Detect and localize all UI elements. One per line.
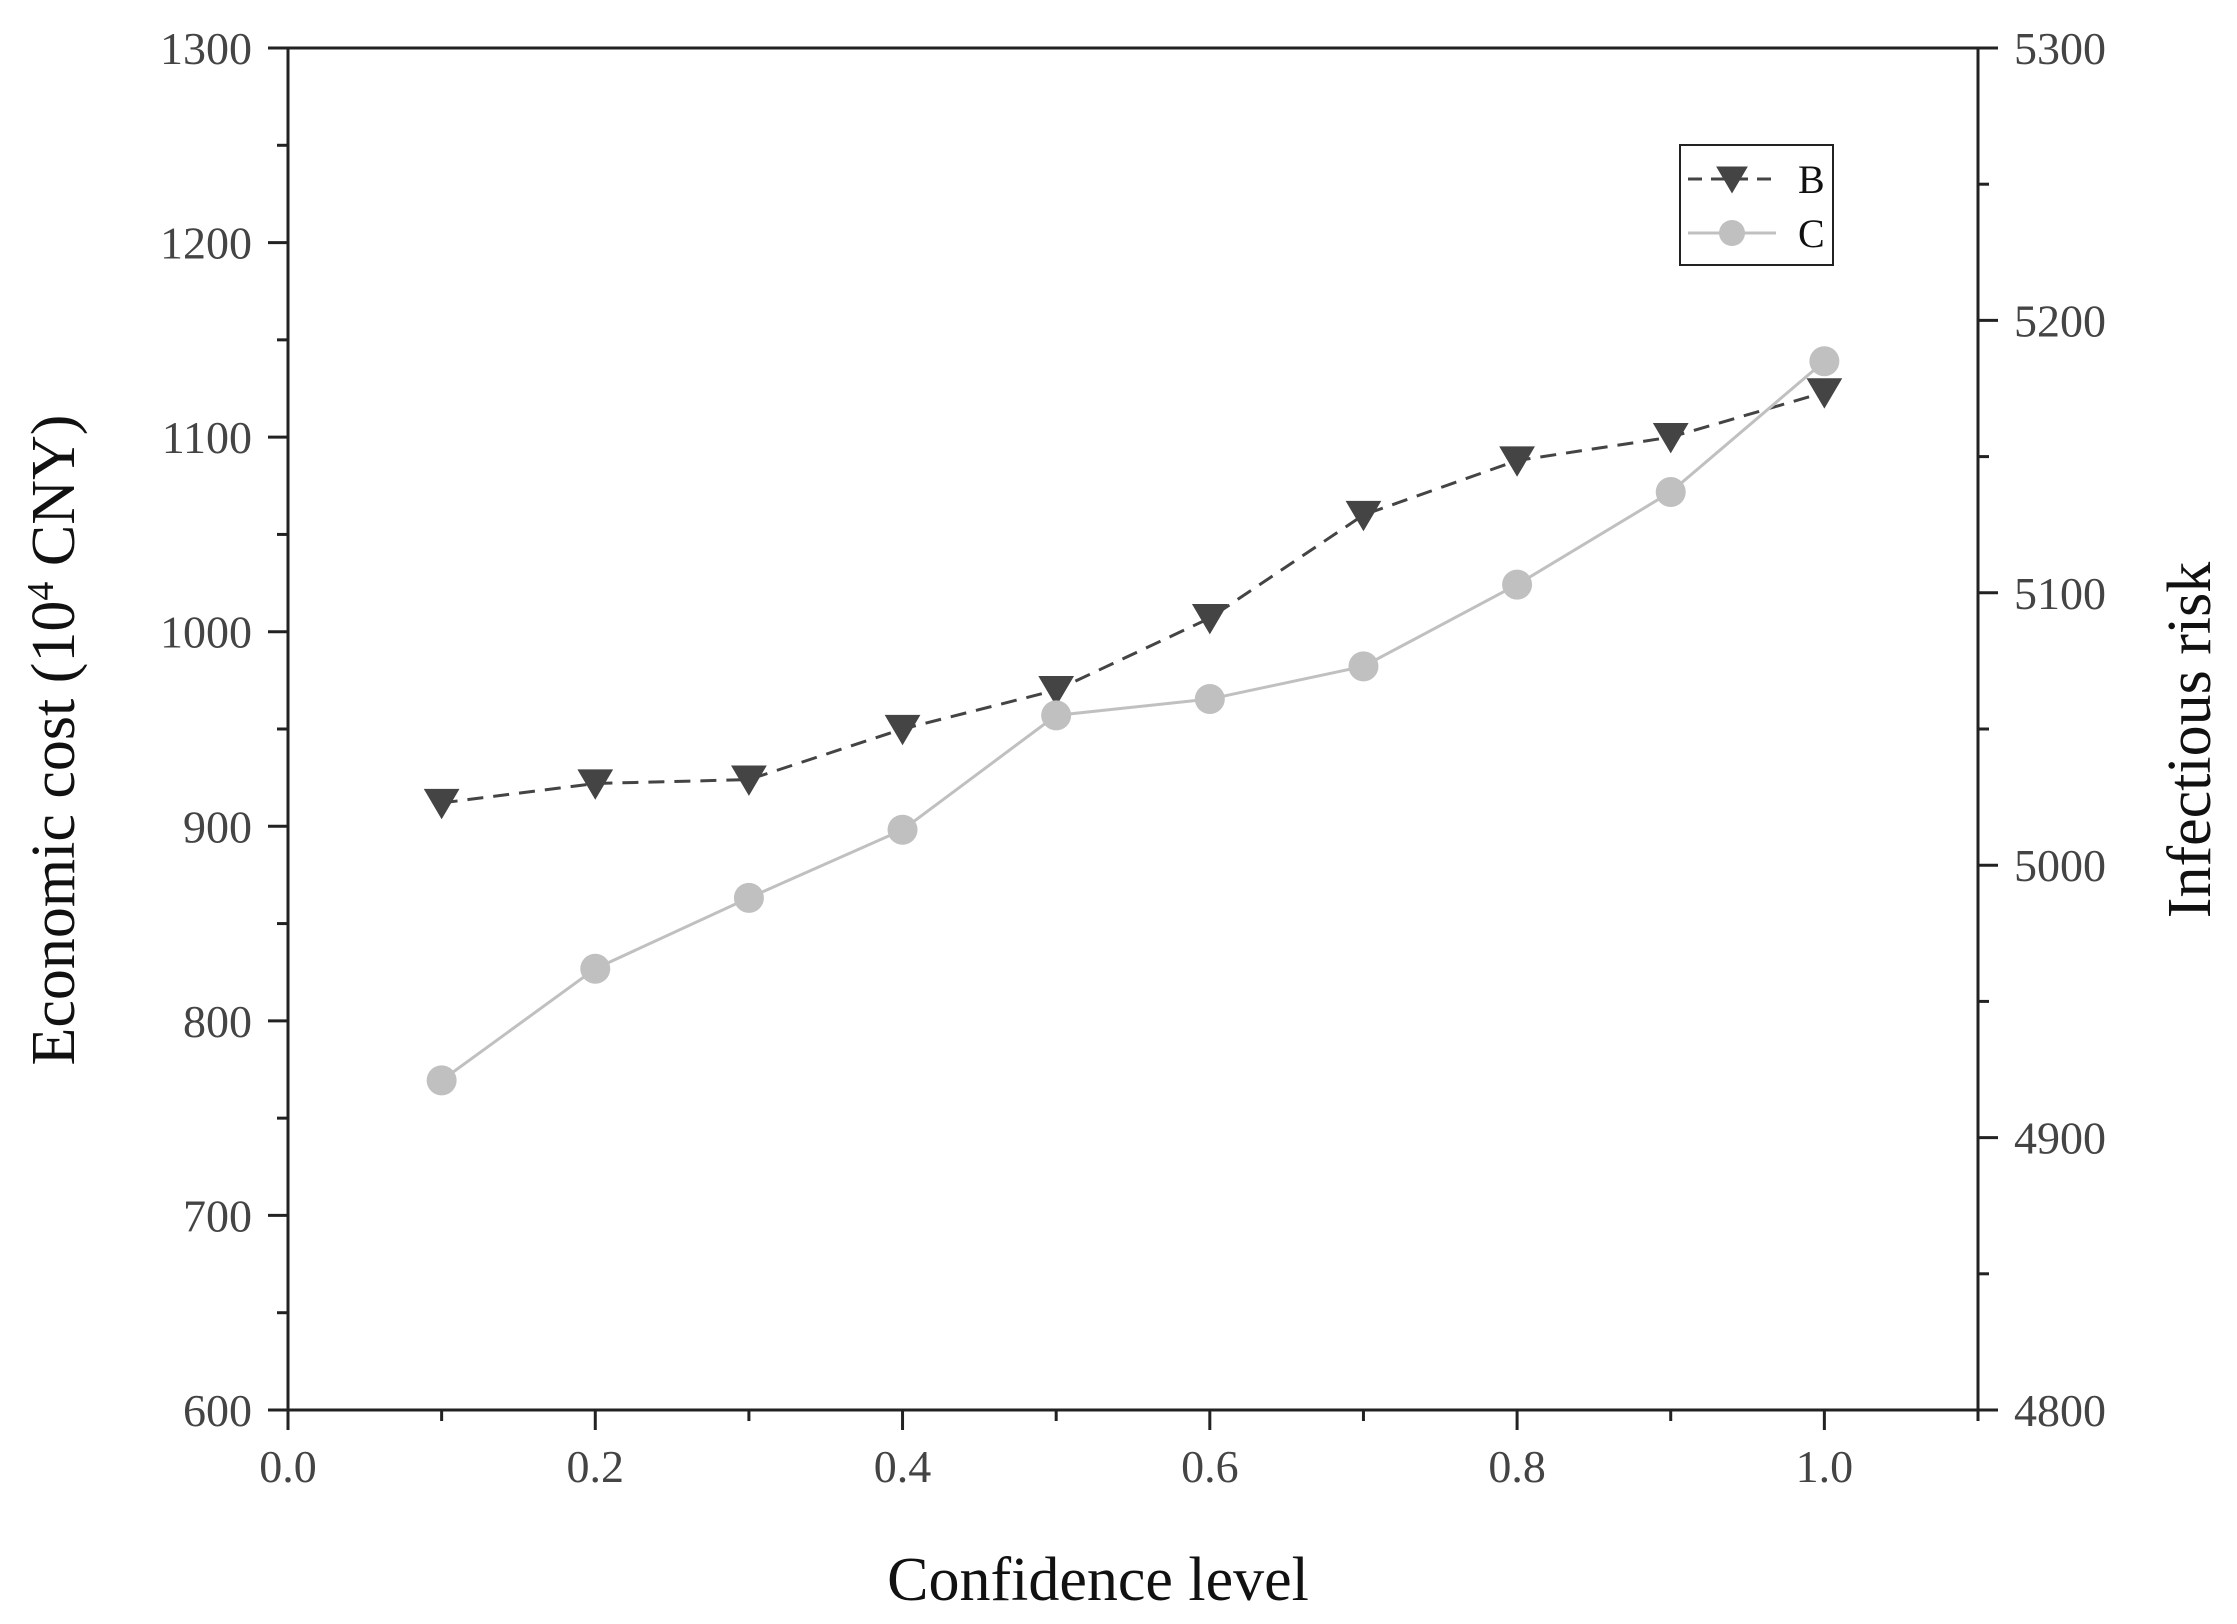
legend-label-B: B (1798, 157, 1825, 202)
series-point-C (887, 814, 918, 845)
y-axis-left-title-suffix: CNY) (20, 415, 88, 582)
x-tick-label: 0.6 (1181, 1441, 1239, 1492)
series-point-C (1655, 477, 1686, 508)
legend-marker-C (1719, 220, 1745, 246)
y-axis-right-title: Infectious risk (2156, 562, 2224, 918)
series-point-C (1502, 569, 1533, 600)
y-right-tick-label: 5000 (2014, 840, 2106, 891)
y-axis-right: 4800 4900 5000 5100 5200 5300 (1978, 23, 2106, 1436)
series-point-C (580, 953, 611, 984)
legend: BC (1679, 144, 1834, 266)
series-point-B (1652, 423, 1689, 454)
y-right-tick-label: 5200 (2014, 295, 2106, 346)
y-right-tick-label: 5100 (2014, 568, 2106, 619)
series-line-C (440, 360, 1826, 1082)
y-right-tick-label: 5300 (2014, 23, 2106, 74)
legend-label-C: C (1798, 211, 1825, 256)
y-left-tick-label: 1200 (160, 218, 252, 269)
x-axis: 0.0 0.2 0.4 0.6 0.8 1.0 (259, 1410, 1980, 1492)
series-point-C (426, 1065, 457, 1096)
series-C (426, 346, 1840, 1096)
series-point-B (1038, 675, 1075, 707)
series-point-B (1345, 500, 1382, 532)
y-axis-left-title-prefix: Economic cost (10 (20, 601, 88, 1066)
y-left-tick-label: 600 (183, 1385, 252, 1436)
y-axis-left: 600 700 800 900 1000 1100 1200 1300 (160, 23, 288, 1436)
x-tick-label: 0.0 (259, 1441, 317, 1492)
y-axis-left-title: Economic cost (104 CNY) (20, 415, 88, 1066)
y-axis-left-title-superscript: 4 (20, 582, 62, 601)
series-point-B (1499, 446, 1535, 477)
legend-marker-B (1716, 166, 1748, 194)
x-axis-title: Confidence level (887, 1546, 1309, 1614)
y-left-tick-label: 1000 (160, 607, 252, 658)
y-left-tick-label: 800 (183, 996, 252, 1047)
series-point-B (1806, 378, 1843, 409)
x-tick-label: 1.0 (1796, 1441, 1854, 1492)
series-point-B (1191, 603, 1228, 635)
series-point-B (577, 769, 614, 800)
x-tick-label: 0.4 (874, 1441, 932, 1492)
x-tick-label: 0.2 (567, 1441, 625, 1492)
series-point-B (731, 765, 767, 796)
legend-box (1679, 144, 1834, 266)
series-point-C (1348, 651, 1379, 682)
series-point-C (1194, 684, 1225, 715)
y-left-tick-label: 1100 (162, 412, 252, 463)
y-right-tick-label: 4900 (2014, 1113, 2106, 1164)
y-left-tick-label: 1300 (160, 23, 252, 74)
series-point-C (1809, 346, 1840, 377)
series-B (423, 378, 1843, 820)
y-right-tick-label: 4800 (2014, 1385, 2106, 1436)
series-point-C (1041, 700, 1072, 731)
series-line-B (441, 390, 1825, 805)
y-left-tick-label: 900 (183, 801, 252, 852)
series-layer (423, 346, 1843, 1096)
x-tick-label: 0.8 (1488, 1441, 1546, 1492)
series-point-B (423, 788, 460, 820)
series-point-B (884, 714, 921, 746)
y-left-tick-label: 700 (183, 1190, 252, 1241)
series-point-C (733, 882, 764, 913)
